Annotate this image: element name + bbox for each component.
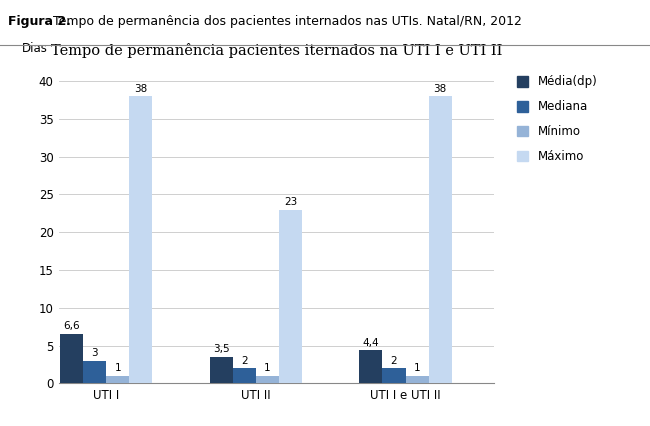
Text: Dias: Dias (21, 42, 47, 55)
Bar (279, 210, 302, 383)
Bar (429, 96, 452, 383)
Text: 1: 1 (414, 363, 421, 373)
Text: 3: 3 (91, 348, 98, 358)
Text: 6,6: 6,6 (63, 321, 80, 331)
Text: 4,4: 4,4 (363, 337, 379, 348)
Text: 38: 38 (134, 83, 148, 94)
Bar (406, 376, 429, 383)
Bar (382, 368, 406, 383)
Bar (256, 376, 279, 383)
Title: Tempo de permanência pacientes iternados na UTI I e UTI II: Tempo de permanência pacientes iternados… (51, 43, 502, 58)
Text: 2: 2 (241, 356, 248, 366)
Legend: Média(dp), Mediana, Mínimo, Máximo: Média(dp), Mediana, Mínimo, Máximo (513, 72, 601, 167)
Text: 38: 38 (434, 83, 447, 94)
Bar (233, 368, 256, 383)
Bar (209, 357, 233, 383)
Text: 23: 23 (284, 197, 297, 207)
Text: 1: 1 (114, 363, 121, 373)
Bar (106, 376, 129, 383)
Text: 1: 1 (264, 363, 270, 373)
Text: Figura 2.: Figura 2. (8, 15, 71, 28)
Text: Tempo de permanência dos pacientes internados nas UTIs. Natal/RN, 2012: Tempo de permanência dos pacientes inter… (49, 15, 521, 28)
Bar (359, 350, 382, 383)
Bar (83, 361, 106, 383)
Bar (60, 334, 83, 383)
Bar (129, 96, 152, 383)
Text: 2: 2 (391, 356, 397, 366)
Text: 3,5: 3,5 (213, 344, 229, 354)
